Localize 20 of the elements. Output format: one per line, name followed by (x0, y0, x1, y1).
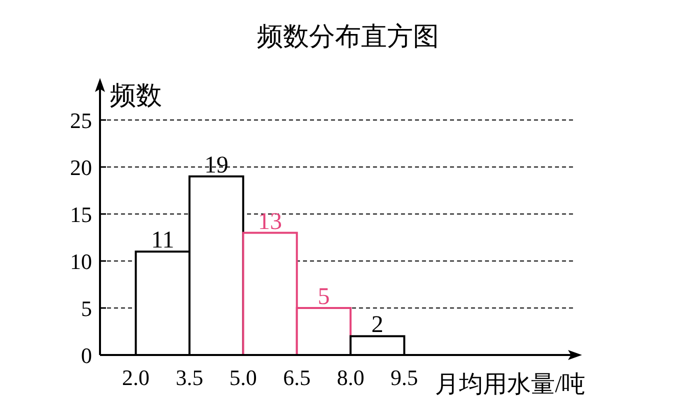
x-tick-label: 8.0 (336, 365, 364, 390)
y-axis-title: 频数 (110, 81, 162, 110)
data-label: 19 (204, 152, 228, 178)
x-tick-label: 9.5 (390, 365, 418, 390)
chart-title: 频数分布直方图 (257, 22, 439, 51)
y-tick-label: 10 (70, 249, 92, 274)
x-tick-label: 2.0 (122, 365, 150, 390)
x-tick-label: 5.0 (229, 365, 257, 390)
x-axis-title: 月均用水量/吨 (435, 372, 586, 398)
y-tick-label: 20 (70, 155, 92, 180)
data-label: 13 (258, 208, 282, 235)
y-tick-label: 0 (81, 343, 92, 368)
x-tick-label: 3.5 (176, 365, 204, 390)
data-label: 5 (318, 284, 330, 310)
y-tick-label: 15 (70, 202, 92, 227)
x-tick-label: 6.5 (283, 365, 311, 390)
y-tick-label: 5 (81, 296, 92, 321)
y-tick-label: 25 (70, 108, 92, 133)
data-label: 2 (371, 312, 384, 338)
data-label: 11 (151, 228, 174, 254)
